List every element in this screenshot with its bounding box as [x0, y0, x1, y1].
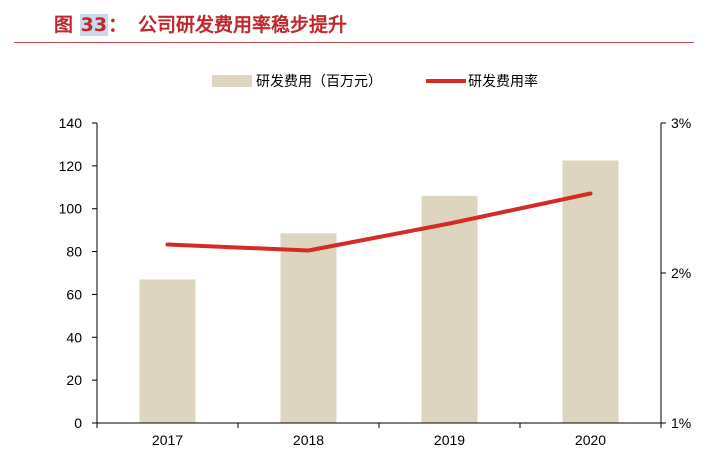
- figure-title-row: 图 33： 公司研发费用率稳步提升: [14, 0, 694, 43]
- rate-point-2020: [590, 193, 591, 194]
- bar-2018: [280, 233, 337, 423]
- y-left-tick-label: 40: [66, 329, 82, 345]
- legend-label-line: 研发费用率: [468, 73, 538, 90]
- x-tick-label-2020: 2020: [575, 432, 606, 448]
- y-left-tick-label: 100: [59, 201, 83, 217]
- legend-swatch-bar: [212, 75, 252, 87]
- y-right-tick-label: 2%: [671, 265, 691, 281]
- figure-label-prefix: 图: [54, 14, 74, 36]
- bar-2020: [562, 160, 619, 423]
- figure-number: 33: [79, 14, 109, 36]
- x-tick-label-2018: 2018: [293, 432, 324, 448]
- rate-point-2017: [167, 244, 168, 245]
- x-tick-label-2017: 2017: [152, 432, 183, 448]
- bar-2017: [139, 279, 196, 423]
- y-right-tick-label: 1%: [671, 415, 691, 431]
- y-right-tick-label: 3%: [671, 115, 691, 131]
- rate-point-2019: [449, 223, 450, 224]
- y-left-tick-label: 60: [66, 286, 82, 302]
- figure-label-suffix: ：: [108, 14, 128, 36]
- legend-label-bar: 研发费用（百万元）: [256, 74, 382, 90]
- y-left-tick-label: 80: [66, 244, 82, 260]
- y-left-tick-label: 0: [74, 415, 82, 431]
- figure-title: 公司研发费用率稳步提升: [138, 14, 348, 36]
- bar-2019: [421, 195, 478, 423]
- y-left-tick-label: 120: [59, 158, 83, 174]
- y-left-tick-label: 20: [66, 372, 82, 388]
- x-tick-label-2019: 2019: [434, 432, 465, 448]
- rate-line: [165, 191, 593, 253]
- y-left-tick-label: 140: [59, 115, 83, 131]
- figure-label: 图 33：: [54, 13, 127, 37]
- rate-point-2018: [308, 250, 309, 251]
